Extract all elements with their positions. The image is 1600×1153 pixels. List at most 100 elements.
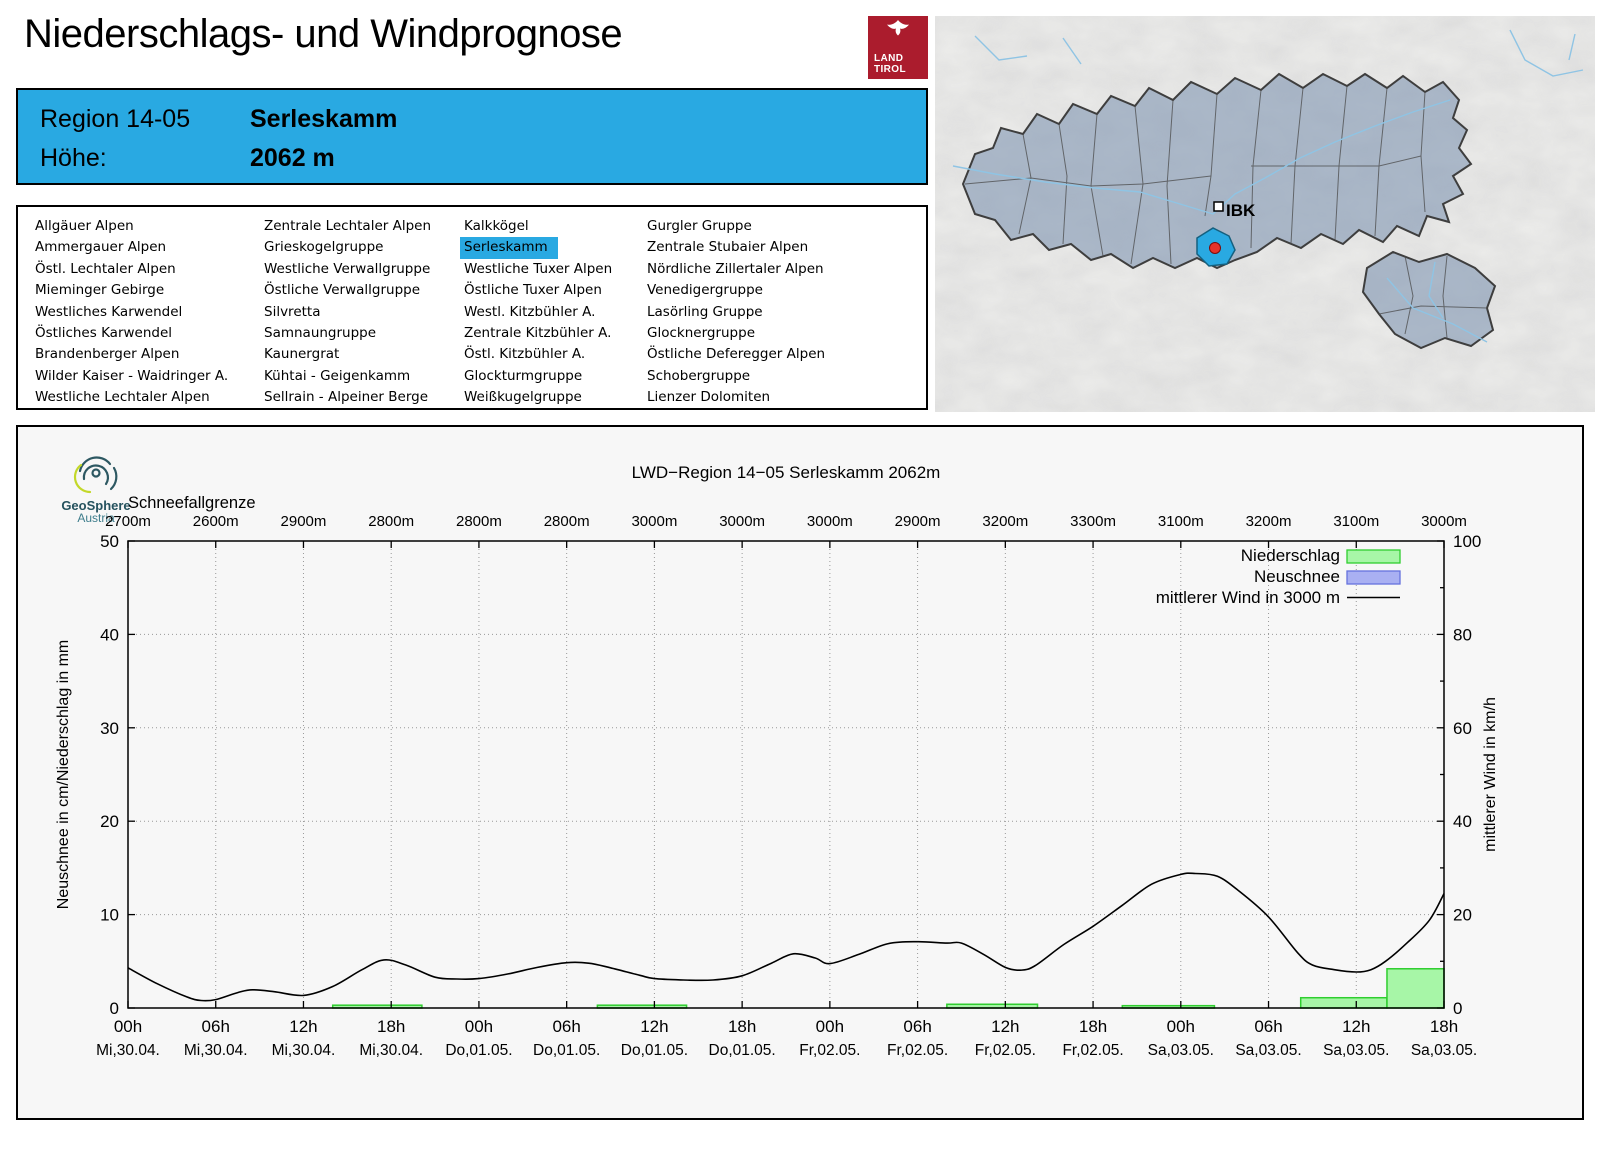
chart-text: 3300m bbox=[1070, 513, 1116, 530]
chart-text: 18h bbox=[377, 1017, 405, 1036]
chart-text: Niederschlag bbox=[1241, 546, 1340, 565]
chart-text: 06h bbox=[1254, 1017, 1282, 1036]
chart-text: 3100m bbox=[1158, 513, 1204, 530]
inn-river bbox=[952, 99, 1488, 343]
chart-text: 3200m bbox=[982, 513, 1028, 530]
region-item[interactable]: Brandenberger Alpen bbox=[35, 346, 180, 363]
region-list: Allgäuer Alpen Ammergauer Alpen Östl. Lech… bbox=[16, 205, 928, 410]
region-item[interactable]: Weißkugelgruppe bbox=[464, 389, 582, 406]
geosphere-logo: GeoSphere Austria bbox=[48, 447, 144, 525]
forecast-chart: 0 10 20 30 40 50 0 20 40 60 80 100 00h Mi,30.04. 06h Mi… bbox=[55, 463, 1499, 1059]
chart-text: 18h bbox=[1430, 1017, 1458, 1036]
region-item[interactable]: Samnaungruppe bbox=[264, 325, 377, 342]
forecast-chart-panel: GeoSphere Austria 0 10 20 30 40 50 0 20 40 60 80 10… bbox=[16, 425, 1584, 1120]
chart-text: 00h bbox=[114, 1017, 142, 1036]
chart-text: 20 bbox=[100, 812, 119, 831]
chart-text: 06h bbox=[903, 1017, 931, 1036]
chart-text: Fr,02.05. bbox=[799, 1042, 860, 1059]
chart-text: 10 bbox=[100, 906, 119, 925]
hoehe-value: 2062 m bbox=[250, 144, 335, 172]
region-item[interactable]: Lasörling Gruppe bbox=[647, 303, 763, 320]
region-item[interactable]: Gurgler Gruppe bbox=[647, 218, 752, 234]
subregion-borders bbox=[964, 85, 1488, 339]
chart-text: 30 bbox=[100, 719, 119, 738]
chart-text: 18h bbox=[1079, 1017, 1107, 1036]
region-item[interactable]: Ammergauer Alpen bbox=[35, 239, 167, 256]
chart-text: 18h bbox=[728, 1017, 756, 1036]
chart-text: 80 bbox=[1453, 625, 1472, 644]
region-item[interactable]: Grieskogelgruppe bbox=[264, 239, 384, 256]
geosphere-name: GeoSphere bbox=[61, 498, 131, 513]
region-item[interactable]: Westliches Karwendel bbox=[35, 303, 183, 320]
precipitation-bars bbox=[331, 968, 1445, 1009]
region-item[interactable]: Westliche Tuxer Alpen bbox=[464, 260, 613, 277]
chart-text: 3000m bbox=[719, 513, 765, 530]
chart-text: Neuschnee bbox=[1254, 567, 1340, 586]
chart-text: mittlerer Wind in 3000 m bbox=[1156, 588, 1340, 607]
region-item[interactable]: Westliche Verwallgruppe bbox=[264, 260, 431, 277]
east-tyrol-regions[interactable] bbox=[1361, 250, 1497, 350]
region-item[interactable]: Venedigergruppe bbox=[647, 282, 763, 299]
region-item[interactable]: Östliches Karwendel bbox=[35, 325, 173, 342]
region-item[interactable]: Silvretta bbox=[264, 303, 321, 320]
chart-text: 20 bbox=[1453, 906, 1472, 925]
chart-text: 06h bbox=[552, 1017, 580, 1036]
chart-text: Do,01.05. bbox=[533, 1042, 600, 1059]
chart-text: 12h bbox=[1342, 1017, 1370, 1036]
region-item[interactable]: Östliche Deferegger Alpen bbox=[647, 346, 826, 363]
chart-text: 40 bbox=[1453, 812, 1472, 831]
region-item[interactable]: Östliche Tuxer Alpen bbox=[464, 282, 602, 299]
region-item[interactable]: Westliche Lechtaler Alpen bbox=[35, 389, 210, 406]
region-label: Region 14-05 bbox=[40, 105, 191, 133]
chart-text: 2900m bbox=[281, 513, 327, 530]
region-item[interactable]: Sellrain - Alpeiner Berge bbox=[264, 389, 429, 406]
region-item[interactable]: Lienzer Dolomiten bbox=[647, 389, 771, 406]
region-item[interactable]: Schobergruppe bbox=[647, 367, 751, 384]
chart-text: LWD−Region 14−05 Serleskamm 2062m bbox=[632, 463, 941, 482]
north-tyrol-regions[interactable] bbox=[961, 72, 1473, 270]
chart-text: Do,01.05. bbox=[709, 1042, 776, 1059]
chart-text: Fr,02.05. bbox=[887, 1042, 948, 1059]
region-item[interactable]: Zentrale Kitzbühler A. bbox=[464, 325, 612, 342]
hoehe-label: Höhe: bbox=[40, 144, 107, 172]
chart-text: mittlerer Wind in km/h bbox=[1482, 697, 1499, 852]
region-item[interactable]: Allgäuer Alpen bbox=[35, 218, 134, 234]
region-item[interactable]: Östl. Lechtaler Alpen bbox=[35, 260, 176, 277]
region-item[interactable]: Kaunergrat bbox=[264, 346, 340, 363]
geosphere-sub: Austria bbox=[77, 511, 115, 525]
region-item[interactable]: Nördliche Zillertaler Alpen bbox=[647, 260, 824, 277]
chart-text: 2800m bbox=[456, 513, 502, 530]
geosphere-icon bbox=[73, 456, 118, 494]
region-item[interactable]: Zentrale Stubaier Alpen bbox=[647, 239, 809, 256]
page-title: Niederschlags- und Windprognose bbox=[24, 12, 623, 56]
legend-swatch-neuschnee bbox=[1346, 570, 1401, 585]
region-item[interactable]: Kühtai - Geigenkamm bbox=[264, 367, 411, 384]
region-item[interactable]: Östl. Kitzbühler A. bbox=[464, 346, 586, 363]
chart-text: 12h bbox=[289, 1017, 317, 1036]
region-item[interactable]: Westl. Kitzbühler A. bbox=[464, 303, 596, 320]
region-item[interactable]: Glockturmgruppe bbox=[464, 367, 583, 384]
region-item[interactable]: Kalkkögel bbox=[464, 218, 529, 234]
region-item-selected[interactable]: Serleskamm bbox=[460, 237, 558, 259]
logo-text-land: LAND bbox=[874, 53, 904, 64]
land-tirol-logo: LAND TIROL bbox=[868, 16, 928, 79]
chart-text: Mi,30.04. bbox=[359, 1042, 423, 1059]
chart-text: Sa,03.05. bbox=[1148, 1042, 1214, 1059]
chart-text: 0 bbox=[1453, 999, 1462, 1018]
region-list-column: Kalkkögel Serleskamm Westliche Tuxer Alpen… bbox=[460, 216, 622, 409]
ibk-marker bbox=[1213, 201, 1224, 212]
region-item[interactable]: Mieminger Gebirge bbox=[35, 282, 165, 299]
region-item[interactable]: Glocknergruppe bbox=[647, 325, 756, 342]
chart-text: 06h bbox=[202, 1017, 230, 1036]
region-item[interactable]: Wilder Kaiser - Waidringer A. bbox=[35, 367, 229, 384]
region-item[interactable]: Zentrale Lechtaler Alpen bbox=[264, 218, 432, 234]
tirol-map: IBK bbox=[935, 16, 1595, 412]
region-list-column: Zentrale Lechtaler Alpen Grieskogelgruppe… bbox=[264, 216, 441, 409]
chart-text: 00h bbox=[816, 1017, 844, 1036]
chart-text: 12h bbox=[991, 1017, 1019, 1036]
chart-text: Mi,30.04. bbox=[272, 1042, 336, 1059]
region-item[interactable]: Östliche Verwallgruppe bbox=[264, 282, 421, 299]
chart-text: 60 bbox=[1453, 719, 1472, 738]
region-list-column: Gurgler Gruppe Zentrale Stubaier Alpen Nör… bbox=[647, 216, 835, 409]
precipitation-bar bbox=[1299, 996, 1388, 1009]
